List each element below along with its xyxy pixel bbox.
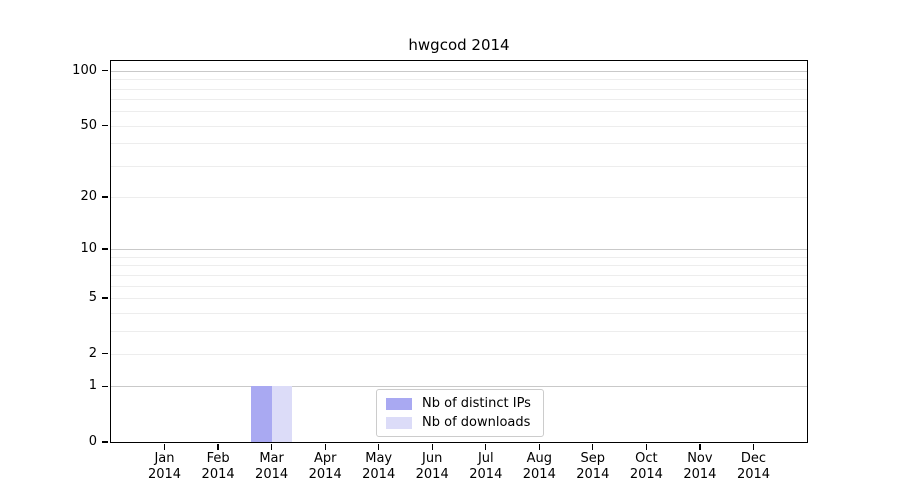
x-tick-month: Dec bbox=[740, 451, 767, 466]
x-tick-month: Jan bbox=[154, 451, 175, 466]
x-tick-label: Feb 2014 bbox=[186, 451, 250, 483]
x-tick-year: 2014 bbox=[683, 467, 717, 482]
y-tick-label: 20 bbox=[80, 189, 97, 205]
plot-area: 0 1 2 5 10 20 50 100 Jan 2014 Feb 2014 Mar 2014 Apr 201… bbox=[72, 60, 808, 482]
legend-item-downloads: Nb of downloads bbox=[386, 415, 534, 430]
legend-label-downloads: Nb of downloads bbox=[422, 415, 531, 430]
x-tick-month: Nov bbox=[687, 451, 713, 466]
x-tick-label: Aug 2014 bbox=[507, 451, 571, 483]
x-tick-mark bbox=[485, 444, 487, 450]
x-tick-mark bbox=[378, 444, 380, 450]
x-tick-mark bbox=[324, 444, 326, 450]
x-tick-month: Apr bbox=[313, 451, 337, 466]
x-tick-label: Mar 2014 bbox=[240, 451, 304, 483]
x-tick-label: Jul 2014 bbox=[454, 451, 518, 483]
y-tick-mark bbox=[102, 196, 108, 198]
x-tick-label: Apr 2014 bbox=[293, 451, 357, 483]
legend: Nb of distinct IPs Nb of downloads bbox=[376, 389, 544, 437]
x-tick-mark bbox=[592, 444, 594, 450]
legend-label-distinct-ips: Nb of distinct IPs bbox=[422, 396, 531, 411]
y-tick-label: 50 bbox=[80, 117, 97, 133]
x-tick-year: 2014 bbox=[308, 467, 342, 482]
x-tick-year: 2014 bbox=[576, 467, 610, 482]
x-tick-mark bbox=[431, 444, 433, 450]
x-tick-year: 2014 bbox=[415, 467, 449, 482]
x-tick-label: Jun 2014 bbox=[400, 451, 464, 483]
x-tick-mark bbox=[270, 444, 273, 450]
x-tick-mark bbox=[538, 444, 540, 450]
x-tick-year: 2014 bbox=[362, 467, 396, 482]
x-tick-month: Oct bbox=[635, 451, 658, 466]
legend-item-distinct-ips: Nb of distinct IPs bbox=[386, 396, 534, 411]
x-tick-mark bbox=[163, 444, 166, 450]
y-tick-mark bbox=[102, 248, 108, 250]
y-tick-mark bbox=[102, 125, 108, 127]
x-tick-label: May 2014 bbox=[347, 451, 411, 483]
y-tick-label: 5 bbox=[88, 289, 97, 305]
y-tick-label: 0 bbox=[88, 434, 97, 449]
chart-title: hwgcod 2014 bbox=[408, 36, 510, 54]
x-tick-month: Feb bbox=[206, 451, 230, 466]
y-tick-mark bbox=[102, 385, 108, 387]
x-tick-year: 2014 bbox=[522, 467, 556, 482]
y-tick-label: 2 bbox=[88, 345, 97, 361]
x-tick-label: Jan 2014 bbox=[133, 451, 197, 483]
x-tick-label: Oct 2014 bbox=[614, 451, 678, 483]
x-tick-label: Nov 2014 bbox=[668, 451, 732, 483]
x-tick-year: 2014 bbox=[736, 467, 771, 482]
y-tick-mark bbox=[102, 70, 108, 72]
x-tick-mark bbox=[645, 444, 648, 450]
x-tick-year: 2014 bbox=[469, 467, 503, 482]
x-tick-month: Jun bbox=[422, 451, 443, 466]
x-tick-year: 2014 bbox=[201, 467, 235, 482]
x-tick-mark bbox=[699, 444, 701, 450]
bar-mar-s0 bbox=[250, 386, 272, 442]
x-tick-mark bbox=[217, 444, 219, 450]
x-tick-year: 2014 bbox=[629, 467, 663, 482]
x-tick-year: 2014 bbox=[255, 467, 289, 482]
y-tick-label: 10 bbox=[80, 241, 97, 257]
bars-layer bbox=[111, 61, 807, 442]
y-tick-mark bbox=[102, 441, 108, 443]
y-tick-mark bbox=[102, 297, 108, 299]
y-tick-label: 1 bbox=[88, 378, 97, 394]
x-tick-year: 2014 bbox=[147, 467, 182, 482]
x-tick-label: Sep 2014 bbox=[561, 451, 625, 483]
axis-ticks-layer: 0 1 2 5 10 20 50 100 Jan 2014 Feb 2014 Mar 2014 Apr 201… bbox=[72, 61, 807, 482]
x-tick-month: Mar bbox=[259, 451, 284, 466]
bar-mar-s1 bbox=[271, 386, 293, 442]
x-tick-month: Aug bbox=[526, 451, 552, 466]
y-tick-label: 100 bbox=[72, 62, 97, 78]
legend-swatch-distinct-ips-icon bbox=[386, 397, 412, 410]
x-tick-month: Jul bbox=[477, 451, 494, 466]
x-tick-month: May bbox=[365, 451, 393, 466]
y-tick-mark bbox=[102, 352, 108, 355]
x-tick-label: Dec 2014 bbox=[722, 451, 786, 483]
x-tick-month: Sep bbox=[580, 451, 606, 466]
x-tick-mark bbox=[752, 444, 755, 450]
legend-swatch-downloads-icon bbox=[386, 416, 412, 429]
